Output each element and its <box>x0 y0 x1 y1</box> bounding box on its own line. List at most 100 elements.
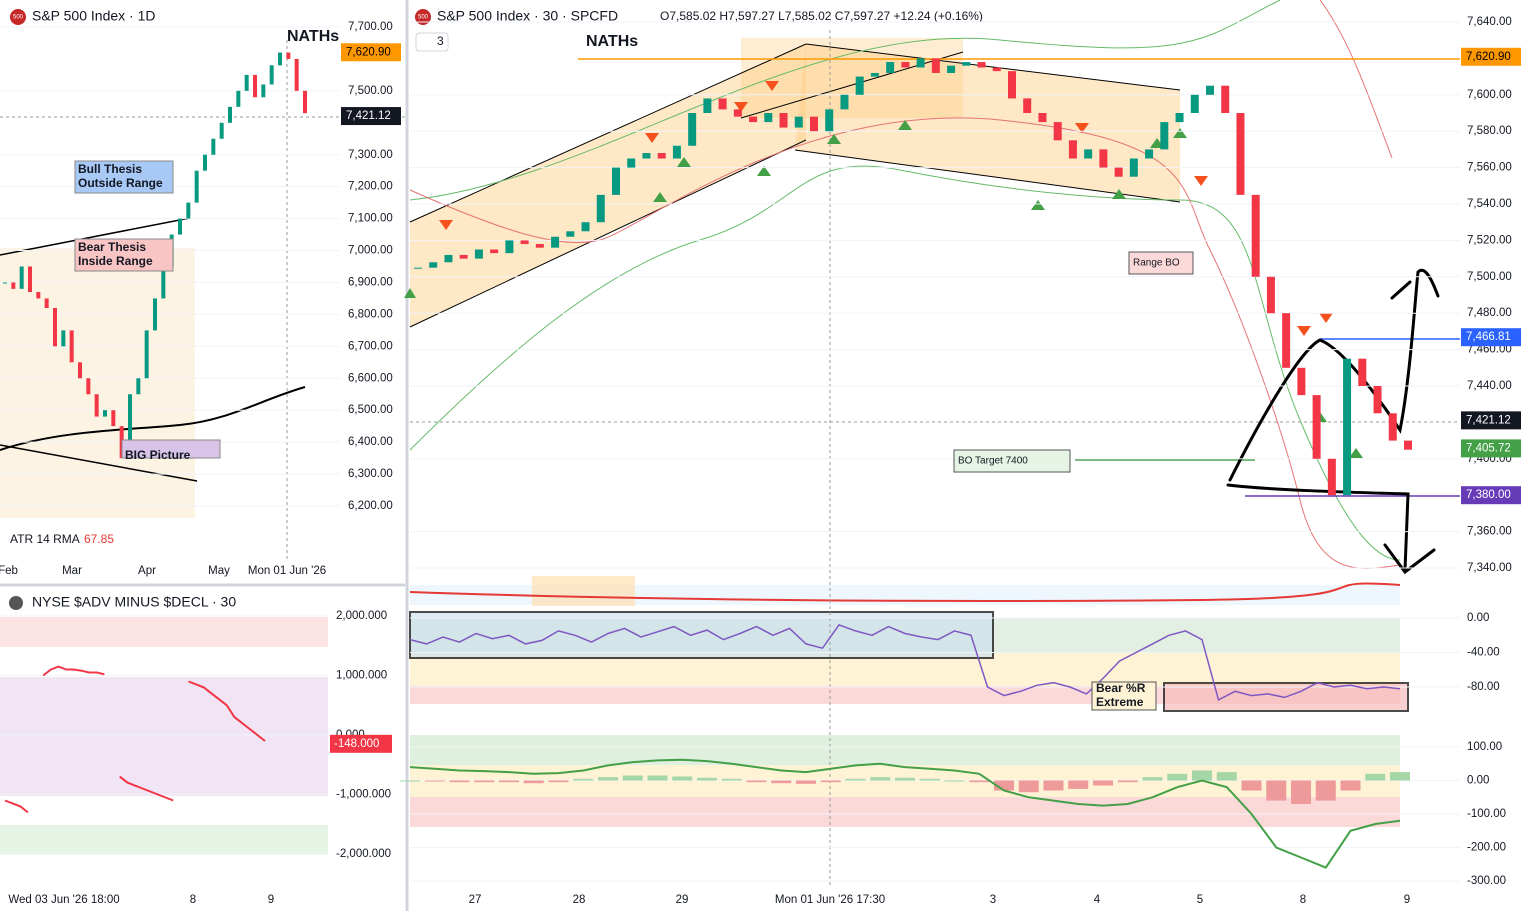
chart-title: S&P 500 Index · 30 · SPCFD <box>437 8 618 24</box>
annotation-box <box>1128 251 1194 275</box>
y-tick-label: 7,460.00 <box>1467 344 1512 356</box>
band <box>0 617 328 647</box>
candle <box>1053 122 1062 141</box>
y-tick-label: -200.00 <box>1467 842 1506 854</box>
x-tick-label: May <box>208 565 230 577</box>
candle <box>303 90 307 114</box>
candle <box>612 167 620 195</box>
candle <box>294 58 299 91</box>
histogram-bar <box>845 778 866 781</box>
candle <box>825 109 834 132</box>
trendline <box>409 139 807 328</box>
histogram-bar <box>499 780 519 783</box>
price-label-box <box>341 43 401 62</box>
band-lower <box>409 165 1401 561</box>
histogram-bar <box>771 780 792 784</box>
candle <box>1282 313 1291 368</box>
candle <box>1327 458 1336 496</box>
candle <box>53 308 57 347</box>
buy-signal <box>827 134 841 144</box>
sell-signal <box>1319 313 1333 323</box>
y-tick-label: 7,500.00 <box>1467 271 1512 283</box>
y-tick-label: 1,000.000 <box>336 670 387 682</box>
badge-text: 500 <box>13 15 24 21</box>
candle <box>688 113 697 146</box>
histogram-bar <box>820 780 841 783</box>
price-label: 7,421.12 <box>1466 414 1511 426</box>
y-tick-label: -80.00 <box>1467 681 1500 693</box>
candle <box>228 106 232 123</box>
histogram-bar <box>1390 772 1410 781</box>
histogram-bar <box>1167 773 1188 781</box>
y-tick-label: 0.00 <box>1467 612 1489 624</box>
x-tick-label: Mon 01 Jun '26 17:30 <box>775 894 885 906</box>
trend-meter <box>409 582 1401 603</box>
histogram-bar <box>1043 780 1064 791</box>
candle <box>186 202 191 219</box>
x-tick-label: Wed 03 Jun '26 18:00 <box>8 894 119 906</box>
x-tick-label: 8 <box>1300 894 1306 906</box>
histogram-bar <box>994 780 1014 791</box>
candle <box>1038 113 1047 123</box>
candle <box>144 330 149 379</box>
y-tick-label: 100.00 <box>1467 741 1502 753</box>
histogram-bar <box>1093 780 1113 786</box>
price-label: 7,380.00 <box>1466 489 1511 501</box>
y-tick-label: 7,300.00 <box>348 149 393 161</box>
candle <box>1190 94 1199 113</box>
candle <box>69 330 74 363</box>
candle <box>103 410 107 417</box>
sell-signal <box>734 102 748 112</box>
y-tick-label: 6,600.00 <box>348 372 393 384</box>
price-label: 7,620.90 <box>346 46 391 58</box>
price-label-box <box>1461 439 1521 458</box>
band <box>0 825 328 855</box>
buy-signal <box>677 157 691 167</box>
candle <box>718 98 727 110</box>
candle <box>962 62 971 66</box>
histogram-bar <box>1018 780 1039 793</box>
histogram-bar <box>1117 780 1138 783</box>
band-upper <box>409 0 1281 201</box>
candle <box>86 378 91 395</box>
y-tick-label: 7,340.00 <box>1467 562 1512 574</box>
histogram-bar <box>1192 770 1212 781</box>
sell-signal <box>1075 123 1089 133</box>
band <box>0 677 328 796</box>
candle <box>1008 71 1016 99</box>
band <box>410 797 1400 827</box>
y-tick-label: 6,300.00 <box>348 468 393 480</box>
buy-signal <box>757 166 771 176</box>
series-line <box>409 758 1401 869</box>
candle <box>136 378 141 395</box>
annotation-box <box>1091 681 1157 711</box>
candle <box>916 58 925 68</box>
candle <box>779 113 788 128</box>
collapse-button[interactable] <box>415 32 449 52</box>
candle <box>992 67 1001 72</box>
y-tick-label: 6,900.00 <box>348 276 393 288</box>
candle <box>203 154 207 171</box>
candle <box>901 62 910 68</box>
price-label-box <box>341 107 401 126</box>
candle <box>551 236 560 248</box>
sell-signal <box>1194 176 1208 186</box>
histogram-bar <box>796 780 816 784</box>
trendline <box>740 51 964 119</box>
histogram-bar <box>1365 773 1386 781</box>
candle <box>1160 122 1169 150</box>
candle <box>253 74 257 98</box>
x-tick-label: Feb <box>0 565 18 577</box>
y-tick-label: 6,400.00 <box>348 436 393 448</box>
y-tick-label: 7,580.00 <box>1467 125 1512 137</box>
candle <box>444 254 453 263</box>
histogram-bar <box>598 777 618 781</box>
x-tick-label: 28 <box>573 894 586 906</box>
buy-signal <box>1349 448 1363 458</box>
y-tick-label: -100.00 <box>1467 808 1506 820</box>
candle <box>1236 113 1245 195</box>
candle <box>1251 194 1260 277</box>
histogram-bar <box>400 780 420 782</box>
candle <box>1175 113 1184 123</box>
candle <box>3 282 7 284</box>
